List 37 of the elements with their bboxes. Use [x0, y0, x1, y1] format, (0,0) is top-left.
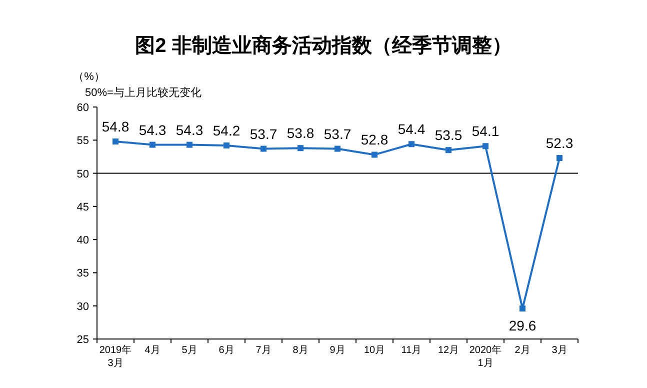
chart-title: 图2 非制造业商务活动指数（经季节调整） — [135, 34, 512, 57]
x-tick-label: 6月 — [218, 345, 234, 356]
y-tick-label: 50 — [76, 168, 89, 180]
y-tick-label: 45 — [76, 201, 89, 214]
y-tick-label: 55 — [76, 135, 89, 148]
x-tick-label: 11月 — [401, 345, 422, 356]
y-tick-label: 35 — [76, 268, 89, 280]
y-tick-label: 30 — [76, 300, 89, 313]
x-tick-label: 10月 — [364, 345, 386, 356]
x-tick-label: 7月 — [256, 345, 272, 356]
data-label: 54.3 — [176, 122, 204, 138]
x-tick-label: 2019年 3月 — [99, 344, 132, 369]
x-tick-label: 8月 — [292, 345, 308, 356]
data-label: 29.6 — [508, 318, 536, 334]
data-label: 52.3 — [546, 135, 574, 152]
data-label: 53.7 — [250, 126, 278, 142]
data-label: 53.8 — [286, 125, 314, 142]
data-label: 53.7 — [324, 126, 352, 142]
x-tick-label: 2020年 1月 — [469, 344, 502, 369]
data-label: 54.2 — [212, 122, 240, 138]
y-axis-title: （%） — [73, 71, 105, 83]
text: 50%=与上月比较无变化 — [85, 86, 202, 99]
data-label: 54.1 — [472, 123, 500, 140]
data-label: 54.4 — [398, 121, 426, 138]
y-tick-label: 40 — [76, 234, 89, 247]
x-tick-label: 12月 — [438, 345, 460, 356]
data-label: 52.8 — [360, 132, 388, 148]
x-tick-label: 4月 — [144, 345, 160, 356]
data-label: 54.3 — [138, 122, 166, 138]
x-tick-label: 9月 — [330, 345, 346, 356]
y-tick-label: 25 — [76, 334, 89, 346]
data-label: 54.8 — [102, 118, 130, 134]
data-label: 53.5 — [434, 127, 462, 144]
x-tick-label: 3月 — [552, 345, 568, 356]
y-tick-label: 60 — [76, 102, 89, 114]
x-tick-label: 5月 — [182, 345, 198, 356]
x-tick-label: 2月 — [514, 345, 530, 356]
